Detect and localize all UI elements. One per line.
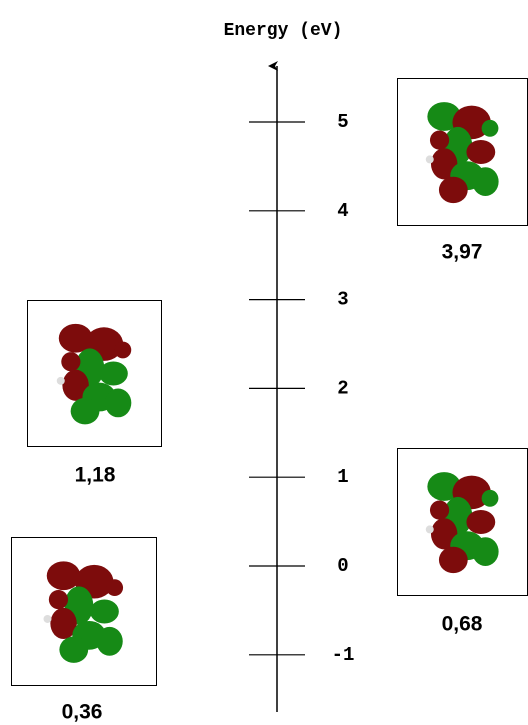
axis-title: Energy (eV) [224,21,343,41]
tick-label: 2 [337,377,348,399]
orbital-lobe [430,501,449,520]
orbital-lobe [482,490,499,507]
tick-label: 0 [337,555,348,577]
orbital-energy-label: 1,18 [75,464,116,487]
orbital-lobe [114,342,131,359]
energy-diagram: Energy (eV) 5 4 3 2 1 0 -1 3,97 1,18 0,68 0,36 [0,0,528,725]
orbital-lobe [71,398,100,424]
orbital-lobe [472,537,498,566]
orbital-energy-label: 0,68 [442,613,483,636]
orbital-lobe [466,140,495,164]
orbital-energy-label: 3,97 [442,241,483,264]
orbital-energy-label: 0,36 [62,701,103,724]
orbital-lobe [99,362,128,386]
tick-label: -1 [332,644,355,666]
orbital-lobe [49,590,68,609]
orbital-lobe [472,167,498,196]
tick-label: 4 [337,200,348,222]
atom [44,615,52,623]
orbital-lobe [59,636,88,662]
atom [426,155,434,163]
tick-label: 1 [337,466,348,488]
orbital-lobe [439,177,468,203]
orbital-lobe [430,131,449,150]
atom [57,377,65,385]
orbital-lobe [61,352,80,371]
tick-label: 3 [337,289,348,311]
orbital-lobe [466,510,495,534]
orbital-lobe [96,627,122,656]
orbital-lobe [482,120,499,137]
atom [426,525,434,533]
orbital-lobe [439,547,468,573]
tick-label: 5 [337,111,348,133]
orbital-lobe [90,600,119,624]
orbital-lobe [106,579,123,596]
orbital-lobe [47,561,81,590]
orbital-lobe [105,389,131,418]
